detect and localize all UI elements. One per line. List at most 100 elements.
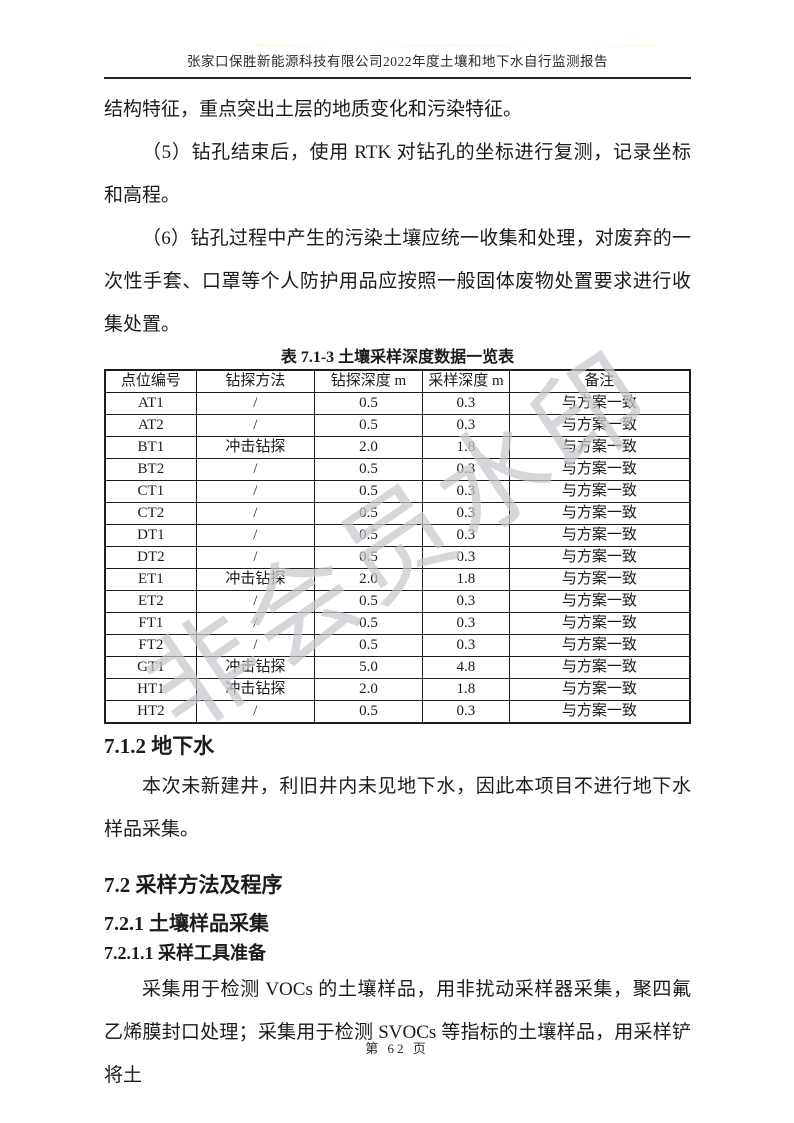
table-cell: 2.0 [313, 678, 424, 701]
scan-artifact [255, 44, 655, 47]
table-cell: 0.5 [313, 634, 424, 657]
page-number: 第 62 页 [365, 1041, 429, 1056]
table-cell: HT2 [104, 700, 197, 724]
table-cell: FT1 [104, 612, 197, 635]
col-header-sample-depth: 采样深度 m [422, 369, 510, 393]
table-cell: 0.3 [422, 700, 510, 724]
body-paragraph-tools: 采集用于检测 VOCs 的土壤样品，用非扰动采样器采集，聚四氟乙烯膜封口处理；采… [104, 979, 691, 1086]
table-cell: ET1 [104, 568, 197, 591]
table-row: HT2/0.5 0.3 与方案一致 [104, 700, 691, 724]
table-cell: / [195, 590, 315, 613]
table-cell: ET2 [104, 590, 197, 613]
table-cell: 0.5 [313, 590, 424, 613]
table-row: ET2/0.5 0.3 与方案一致 [104, 590, 691, 613]
table-cell: 冲击钻探 [195, 678, 315, 701]
table-row: FT2/0.5 0.3 与方案一致 [104, 634, 691, 657]
table-cell: 与方案一致 [508, 546, 691, 569]
body-paragraph-continuation: 结构特征，重点突出土层的地质变化和污染特征。 [104, 99, 523, 120]
table-cell: 0.5 [313, 546, 424, 569]
table-cell: CT1 [104, 480, 197, 503]
table-cell: 与方案一致 [508, 634, 691, 657]
table-cell: 4.8 [422, 656, 510, 679]
table-cell: / [195, 546, 315, 569]
section-heading-7-2-1: 7.2.1 土壤样品采集 [104, 913, 269, 935]
table-cell: / [195, 612, 315, 635]
table-cell: / [195, 480, 315, 503]
table-cell: 冲击钻探 [195, 436, 315, 459]
section-heading-7-2: 7.2 采样方法及程序 [104, 873, 283, 897]
table-cell: AT2 [104, 414, 197, 437]
table-cell: 2.0 [313, 568, 424, 591]
table-cell: 与方案一致 [508, 590, 691, 613]
table-row: DT1/0.5 0.3 与方案一致 [104, 524, 691, 547]
table-cell: 0.5 [313, 414, 424, 437]
table-cell: 与方案一致 [508, 700, 691, 724]
table-cell: 与方案一致 [508, 524, 691, 547]
table-cell: / [195, 392, 315, 415]
table-body: AT1/0.5 0.3 与方案一致 AT2/0.5 0.3 与方案一致 BT1 冲击钻探 2.0… [104, 392, 691, 724]
table-row: DT2/0.5 0.3 与方案一致 [104, 546, 691, 569]
table-cell: 与方案一致 [508, 480, 691, 503]
table-row: CT2/0.5 0.3 与方案一致 [104, 502, 691, 525]
page-header: 张家口保胜新能源科技有限公司2022年度土壤和地下水自行监测报告 [104, 52, 691, 79]
table-cell: BT1 [104, 436, 197, 459]
table-cell: BT2 [104, 458, 197, 481]
table-cell: 0.3 [422, 502, 510, 525]
table-cell: GT1 [104, 656, 197, 679]
col-header-drill-method: 钻探方法 [195, 369, 315, 393]
sampling-depth-table: 点位编号 钻探方法 钻探深度 m 采样深度 m 备注 AT1/0.5 0.3 与方案… [104, 369, 691, 724]
col-header-drill-depth: 钻探深度 m [313, 369, 424, 393]
table-cell: 5.0 [313, 656, 424, 679]
table-cell: / [195, 414, 315, 437]
table-row: FT1/0.5 0.3 与方案一致 [104, 612, 691, 635]
table-cell: 0.3 [422, 546, 510, 569]
table-row: BT1 冲击钻探 2.0 1.8 与方案一致 [104, 436, 691, 459]
body-paragraph-item6: （6）钻孔过程中产生的污染土壤应统一收集和处理，对废弃的一次性手套、口罩等个人防… [104, 228, 691, 335]
page-footer: 第 62 页 [0, 1038, 794, 1057]
table-row: GT1 冲击钻探 5.0 4.8 与方案一致 [104, 656, 691, 679]
table-cell: 与方案一致 [508, 678, 691, 701]
body-paragraph-item5: （5）钻孔结束后，使用 RTK 对钻孔的坐标进行复测，记录坐标和高程。 [104, 142, 691, 206]
table-cell: 0.5 [313, 612, 424, 635]
table-cell: 0.3 [422, 414, 510, 437]
table-cell: 1.8 [422, 436, 510, 459]
table-cell: 与方案一致 [508, 436, 691, 459]
table-cell: 0.3 [422, 590, 510, 613]
table-cell: 0.3 [422, 612, 510, 635]
table-cell: 与方案一致 [508, 414, 691, 437]
table-row: CT1/0.5 0.3 与方案一致 [104, 480, 691, 503]
table-cell: 与方案一致 [508, 568, 691, 591]
table-cell: CT2 [104, 502, 197, 525]
table-cell: DT1 [104, 524, 197, 547]
table-row: BT2/0.5 0.3 与方案一致 [104, 458, 691, 481]
table-cell: 0.5 [313, 502, 424, 525]
table-cell: 与方案一致 [508, 502, 691, 525]
col-header-point-id: 点位编号 [104, 369, 197, 393]
table-row: AT1/0.5 0.3 与方案一致 [104, 392, 691, 415]
table-header-row: 点位编号 钻探方法 钻探深度 m 采样深度 m 备注 [104, 369, 691, 393]
table-cell: AT1 [104, 392, 197, 415]
table-cell: 与方案一致 [508, 392, 691, 415]
table-cell: / [195, 700, 315, 724]
table-cell: / [195, 634, 315, 657]
table-cell: 与方案一致 [508, 612, 691, 635]
table-cell: / [195, 502, 315, 525]
col-header-remark: 备注 [508, 369, 691, 393]
section-heading-7-2-1-1: 7.2.1.1 采样工具准备 [104, 943, 266, 963]
table-cell: HT1 [104, 678, 197, 701]
table-cell: 0.5 [313, 480, 424, 503]
table-row: HT1 冲击钻探 2.0 1.8 与方案一致 [104, 678, 691, 701]
table-cell: 0.5 [313, 524, 424, 547]
table-cell: 0.5 [313, 392, 424, 415]
body-paragraph-groundwater: 本次未新建井，利旧井内未见地下水，因此本项目不进行地下水样品采集。 [104, 776, 691, 840]
table-cell: 冲击钻探 [195, 568, 315, 591]
table-cell: 0.3 [422, 392, 510, 415]
table-cell: 0.3 [422, 634, 510, 657]
table-cell: 与方案一致 [508, 656, 691, 679]
table-cell: 0.5 [313, 458, 424, 481]
page-body: 结构特征，重点突出土层的地质变化和污染特征。 （5）钻孔结束后，使用 RTK 对… [104, 88, 691, 1097]
table-cell: / [195, 524, 315, 547]
report-title: 张家口保胜新能源科技有限公司2022年度土壤和地下水自行监测报告 [187, 54, 608, 69]
table-cell: 0.3 [422, 458, 510, 481]
